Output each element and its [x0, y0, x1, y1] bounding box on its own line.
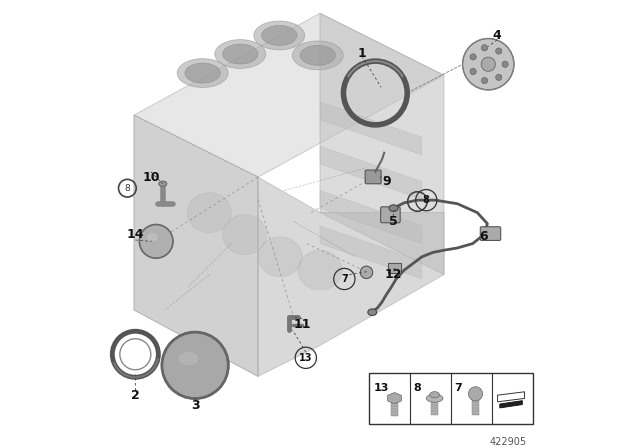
- Polygon shape: [391, 398, 398, 417]
- Ellipse shape: [179, 352, 198, 365]
- Polygon shape: [320, 190, 422, 244]
- Polygon shape: [320, 226, 422, 279]
- Polygon shape: [320, 13, 444, 275]
- Text: 7: 7: [341, 274, 348, 284]
- Text: 13: 13: [374, 383, 389, 392]
- Text: 2: 2: [131, 388, 140, 401]
- Circle shape: [502, 61, 508, 67]
- Circle shape: [463, 39, 514, 90]
- Text: 8: 8: [125, 184, 131, 193]
- Text: 12: 12: [384, 268, 402, 281]
- Circle shape: [481, 78, 488, 84]
- Ellipse shape: [426, 394, 443, 402]
- Ellipse shape: [368, 309, 377, 315]
- Polygon shape: [134, 13, 444, 177]
- Text: 6: 6: [479, 230, 488, 243]
- Ellipse shape: [262, 26, 297, 45]
- Circle shape: [162, 332, 228, 399]
- Circle shape: [470, 54, 476, 60]
- Text: 8: 8: [423, 195, 429, 205]
- Text: 13: 13: [299, 353, 312, 363]
- Ellipse shape: [429, 392, 440, 398]
- Ellipse shape: [298, 250, 342, 290]
- Ellipse shape: [258, 237, 302, 277]
- Circle shape: [468, 387, 483, 401]
- Ellipse shape: [215, 39, 266, 69]
- Ellipse shape: [159, 181, 167, 186]
- Polygon shape: [258, 177, 444, 376]
- Ellipse shape: [147, 233, 158, 241]
- Polygon shape: [500, 401, 522, 408]
- Text: 10: 10: [142, 171, 159, 184]
- Text: 9: 9: [382, 175, 391, 188]
- Ellipse shape: [292, 41, 343, 70]
- Circle shape: [140, 224, 173, 258]
- Text: 422905: 422905: [490, 437, 527, 447]
- Text: 7: 7: [454, 383, 462, 392]
- Ellipse shape: [389, 205, 398, 211]
- Ellipse shape: [300, 45, 335, 65]
- Ellipse shape: [223, 44, 258, 64]
- Ellipse shape: [187, 193, 232, 233]
- Circle shape: [481, 45, 488, 51]
- Polygon shape: [431, 398, 438, 415]
- Text: 8: 8: [413, 383, 421, 392]
- Text: 3: 3: [191, 399, 200, 412]
- Ellipse shape: [177, 59, 228, 87]
- Text: 5: 5: [388, 215, 397, 228]
- Circle shape: [481, 57, 495, 71]
- Polygon shape: [320, 146, 422, 199]
- Text: 4: 4: [493, 29, 502, 42]
- Ellipse shape: [223, 215, 267, 254]
- Ellipse shape: [185, 63, 220, 83]
- Circle shape: [470, 69, 476, 75]
- Text: 14: 14: [127, 228, 144, 241]
- Ellipse shape: [254, 21, 305, 50]
- Polygon shape: [320, 102, 422, 155]
- Text: 11: 11: [294, 318, 311, 331]
- Circle shape: [360, 266, 372, 279]
- FancyBboxPatch shape: [480, 227, 500, 241]
- Circle shape: [495, 74, 502, 81]
- Polygon shape: [472, 398, 479, 415]
- Polygon shape: [388, 392, 401, 404]
- FancyBboxPatch shape: [381, 207, 400, 223]
- Polygon shape: [134, 115, 258, 376]
- Circle shape: [495, 48, 502, 54]
- FancyBboxPatch shape: [365, 170, 381, 184]
- Text: 1: 1: [358, 47, 367, 60]
- FancyBboxPatch shape: [388, 263, 401, 273]
- Polygon shape: [134, 115, 258, 376]
